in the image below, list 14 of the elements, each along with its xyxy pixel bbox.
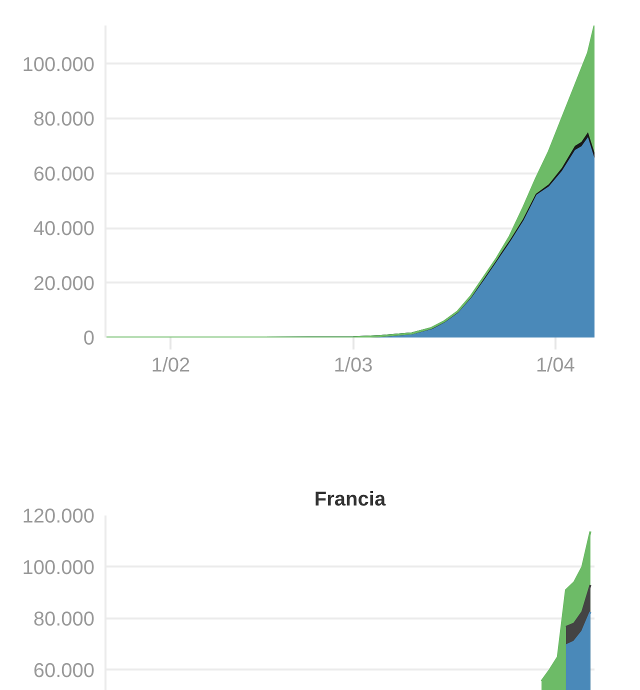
y-tick-label: 80.000 [33,608,94,630]
y-tick-label: 100.000 [22,556,94,579]
y-tick-label: 80.000 [33,108,94,131]
y-tick-label: 60.000 [33,163,94,186]
x-tick-label: 1/02 [151,354,190,376]
y-tick-label: 40.000 [33,218,94,240]
chart-title: Francia [314,488,386,510]
y-tick-label: 60.000 [33,660,94,682]
x-tick-label: 1/04 [536,354,575,376]
y-tick-label: 20.000 [33,272,94,295]
y-tick-label: 100.000 [22,54,94,76]
y-tick-label: 0 [83,328,94,350]
y-tick-label: 120.000 [22,506,94,528]
x-tick-label: 1/03 [334,354,373,376]
